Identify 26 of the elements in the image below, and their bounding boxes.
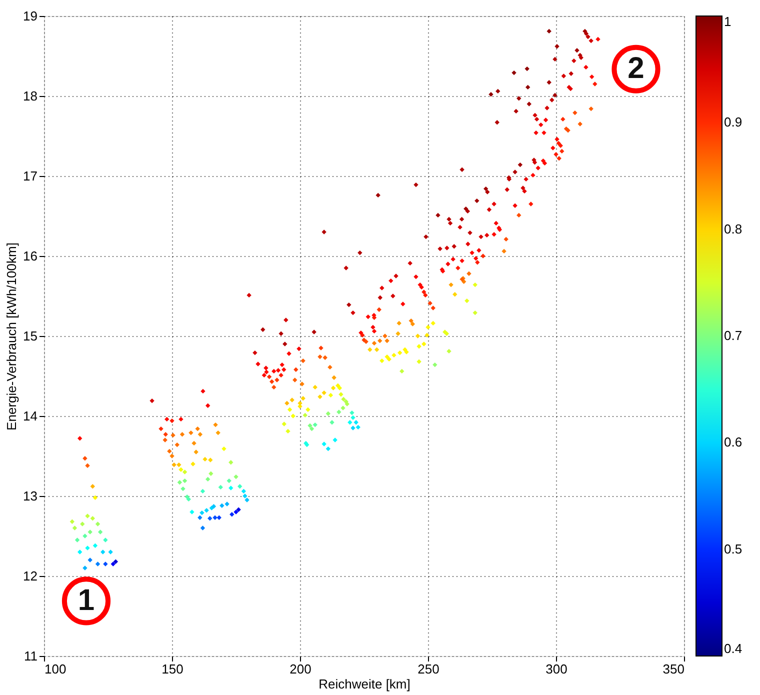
color-bar-label: 0.5 xyxy=(724,541,742,556)
y-tick-label: 19 xyxy=(23,8,38,24)
color-bar-label: 0.9 xyxy=(724,114,742,130)
y-tick-label: 18 xyxy=(23,88,38,104)
color-bar-label: 0.7 xyxy=(724,328,742,343)
annotation: 2 xyxy=(628,52,644,86)
x-tick-label: 150 xyxy=(162,662,184,676)
y-tick-label: 16 xyxy=(23,248,38,264)
y-tick-label: 13 xyxy=(23,488,38,504)
x-tick-label: 100 xyxy=(44,662,66,676)
x-tick-label: 250 xyxy=(418,662,440,676)
y-tick-label: 15 xyxy=(23,328,38,344)
y-tick-label: 12 xyxy=(23,568,38,584)
annotation: 1 xyxy=(78,584,95,617)
color-bar-label: 0.8 xyxy=(724,221,742,236)
x-tick-label: 200 xyxy=(290,662,312,676)
y-tick-label: 14 xyxy=(23,408,38,424)
y-tick-label: 11 xyxy=(24,648,38,664)
y-axis-title: Energie-Verbrauch [kWh/100km] xyxy=(4,242,20,430)
x-tick-label: 350 xyxy=(662,662,684,676)
x-axis-title: Reichweite [km] xyxy=(318,676,410,692)
color-bar-label: 0.6 xyxy=(724,434,742,450)
x-tick-label: 300 xyxy=(546,662,568,676)
y-tick-label: 17 xyxy=(23,168,38,184)
color-bar-label: 1 xyxy=(724,14,732,29)
color-bar-label: 0.4 xyxy=(724,641,742,656)
